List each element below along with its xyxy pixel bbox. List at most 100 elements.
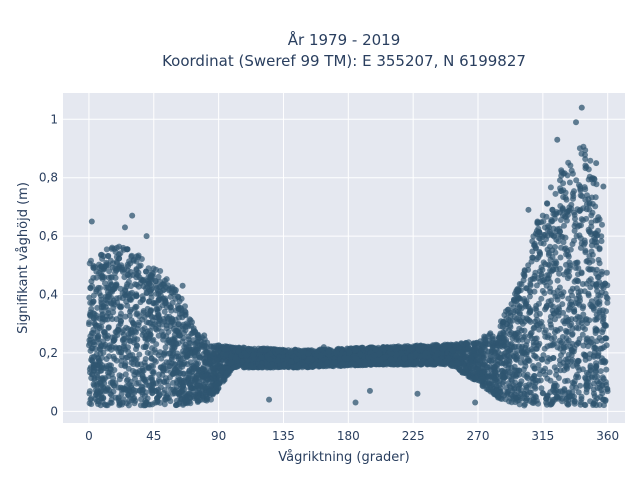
data-point <box>599 338 605 344</box>
data-point <box>136 380 142 386</box>
data-point <box>158 384 164 390</box>
data-point <box>568 359 574 365</box>
data-point <box>102 402 108 408</box>
data-point <box>564 401 570 407</box>
data-point <box>535 322 541 328</box>
data-point <box>533 245 539 251</box>
data-point <box>565 275 571 281</box>
data-point <box>537 367 543 373</box>
data-point <box>165 383 171 389</box>
data-point <box>86 391 92 397</box>
data-point <box>129 331 135 337</box>
data-point <box>538 377 544 383</box>
data-point <box>165 282 171 288</box>
data-point <box>166 314 172 320</box>
data-point <box>136 263 142 269</box>
data-point <box>563 245 569 251</box>
data-point <box>542 334 548 340</box>
data-point <box>117 303 123 309</box>
data-point <box>534 219 540 225</box>
data-point <box>124 246 130 252</box>
data-point <box>564 269 570 275</box>
data-point <box>559 339 565 345</box>
data-point <box>602 281 608 287</box>
data-point <box>560 334 566 340</box>
data-point <box>592 317 598 323</box>
data-point <box>221 346 227 352</box>
data-point <box>139 391 145 397</box>
data-point <box>104 356 110 362</box>
data-point <box>604 342 610 348</box>
data-point <box>539 356 545 362</box>
data-point <box>145 395 151 401</box>
data-point <box>587 284 593 290</box>
data-point <box>114 358 120 364</box>
data-point <box>577 145 583 151</box>
data-point <box>134 326 140 332</box>
data-point <box>570 286 576 292</box>
data-point <box>580 366 586 372</box>
data-point <box>132 306 138 312</box>
data-point <box>599 271 605 277</box>
data-point <box>578 192 584 198</box>
data-point <box>162 309 168 315</box>
data-point <box>162 300 168 306</box>
data-point <box>129 317 135 323</box>
data-point <box>558 173 564 179</box>
data-point <box>544 303 550 309</box>
data-point <box>453 353 459 359</box>
data-point <box>504 345 510 351</box>
data-point <box>170 386 176 392</box>
data-point <box>88 306 94 312</box>
data-point <box>570 241 576 247</box>
data-point <box>570 191 576 197</box>
data-point <box>116 345 122 351</box>
data-point <box>527 333 533 339</box>
data-point <box>540 213 546 219</box>
data-point <box>568 202 574 208</box>
data-point <box>159 329 165 335</box>
data-point <box>243 363 249 369</box>
data-point <box>106 292 112 298</box>
data-point <box>511 309 517 315</box>
data-point <box>548 184 554 190</box>
data-point <box>563 344 569 350</box>
data-point <box>569 384 575 390</box>
data-point <box>177 298 183 304</box>
data-point <box>506 374 512 380</box>
data-point <box>98 274 104 280</box>
data-point <box>87 285 93 291</box>
data-point <box>563 190 569 196</box>
data-point <box>588 212 594 218</box>
data-point <box>174 402 180 408</box>
data-point <box>167 363 173 369</box>
data-point <box>511 354 517 360</box>
data-point <box>572 398 578 404</box>
data-point <box>152 278 158 284</box>
data-point <box>181 344 187 350</box>
data-point <box>126 402 132 408</box>
data-point <box>599 382 605 388</box>
data-point <box>573 265 579 271</box>
data-point <box>513 337 519 343</box>
data-point <box>518 319 524 325</box>
data-point <box>605 295 611 301</box>
data-point <box>496 382 502 388</box>
data-point <box>575 260 581 266</box>
data-point <box>196 372 202 378</box>
data-point <box>478 350 484 356</box>
data-point <box>99 304 105 310</box>
data-point <box>119 267 125 273</box>
data-point <box>597 246 603 252</box>
data-point <box>109 275 115 281</box>
data-point <box>89 300 95 306</box>
data-point <box>521 403 527 409</box>
data-point <box>114 266 120 272</box>
data-point <box>559 389 565 395</box>
data-point <box>146 311 152 317</box>
data-point <box>108 363 114 369</box>
data-point <box>163 333 169 339</box>
data-point <box>498 323 504 329</box>
data-point <box>129 253 135 259</box>
